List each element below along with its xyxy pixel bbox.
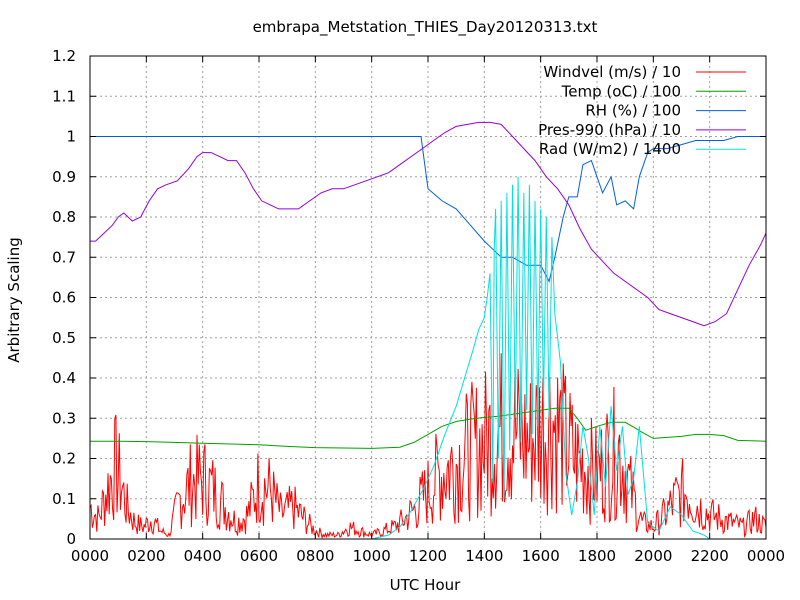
y-tick-label: 1 [66,128,76,146]
x-tick-label: 0000 [71,547,109,565]
series-line-1 [89,353,767,540]
series-layer [89,121,767,540]
x-tick-label: 1000 [353,547,391,565]
x-tick-label: 1600 [522,547,560,565]
y-tick-label: 0.6 [52,289,76,307]
y-tick-label: 0.2 [52,450,76,468]
y-axis-label: Arbitrary Scaling [5,237,23,363]
y-tick-label: 0.1 [52,490,76,508]
legend-label: Windvel (m/s) / 10 [543,63,681,81]
legend-label: RH (%) / 100 [585,102,681,120]
x-tick-label: 1400 [465,547,503,565]
x-tick-label: 0200 [127,547,165,565]
y-tick-label: 0.7 [52,248,76,266]
ticks: 0000 0200 0400 0600 0800 1000 1200 1400 1600 1800… [52,47,785,565]
x-axis-label: UTC Hour [390,576,461,594]
x-tick-label: 2200 [691,547,729,565]
series-line-5 [90,176,766,540]
y-tick-label: 0.9 [52,168,76,186]
x-tick-label: 0800 [296,547,334,565]
y-tick-label: 0.4 [52,369,76,387]
x-tick-label: 1800 [578,547,616,565]
y-tick-label: 1.2 [52,47,76,65]
x-tick-label: 0000 [747,547,785,565]
y-tick-label: 0.8 [52,208,76,226]
legend-label: Rad (W/m2) / 1400 [539,140,681,158]
y-tick-label: 0 [66,530,76,548]
series-line-3 [90,136,766,283]
x-tick-label: 0400 [184,547,222,565]
x-tick-label: 1200 [409,547,447,565]
x-tick-label: 2000 [634,547,672,565]
x-tick-label: 0600 [240,547,278,565]
legend-label: Pres-990 (hPa) / 10 [538,121,681,139]
legend-label: Temp (oC) / 100 [561,82,681,100]
y-tick-label: 1.1 [52,87,76,105]
series-line-4 [90,121,767,327]
series-line-2 [90,407,767,449]
y-tick-label: 0.5 [52,329,76,347]
chart-title: embrapa_Metstation_THIES_Day20120313.txt [253,18,598,37]
y-tick-label: 0.3 [52,409,76,427]
